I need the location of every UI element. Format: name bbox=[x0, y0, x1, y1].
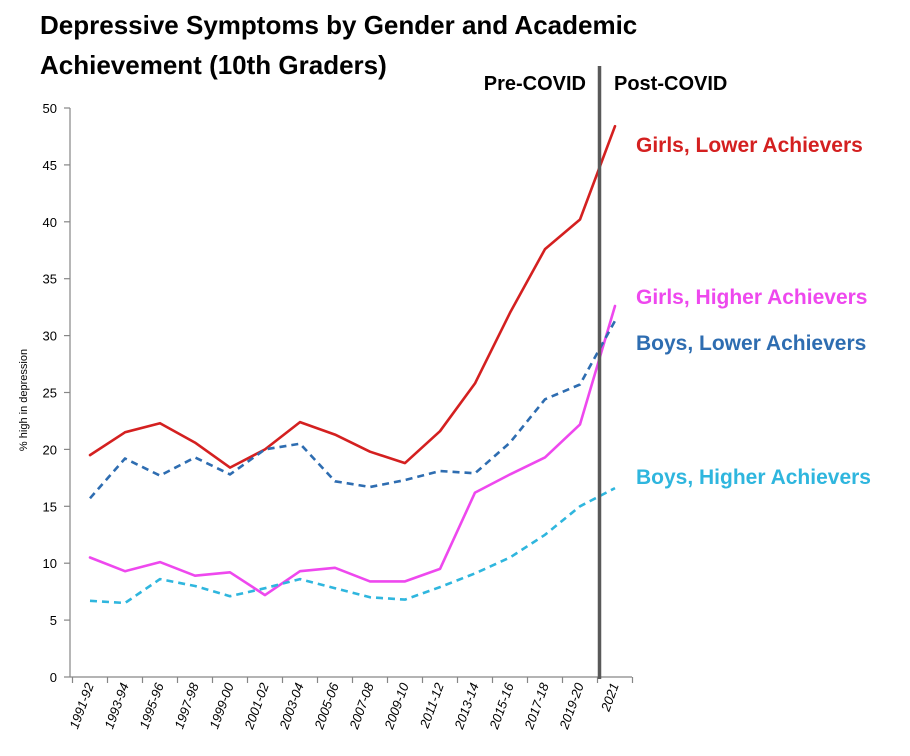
y-tick-label: 25 bbox=[43, 386, 57, 401]
x-axis-ticks: 1991-92 1993-94 1995-96 1997-98 1999-00 2001-… bbox=[66, 677, 634, 732]
y-tick-label: 15 bbox=[43, 499, 57, 514]
y-tick-label: 50 bbox=[43, 101, 57, 116]
series-label-girls-higher: Girls, Higher Achievers bbox=[636, 286, 867, 309]
x-tick-label: 2017-18 bbox=[521, 680, 552, 732]
x-tick-label: 2019-20 bbox=[556, 680, 587, 732]
y-tick-label: 10 bbox=[43, 556, 57, 571]
y-tick-label: 0 bbox=[50, 670, 57, 685]
x-tick-label: 2007-08 bbox=[346, 680, 377, 732]
y-tick-label: 40 bbox=[43, 215, 57, 230]
y-axis-label: % high in depression bbox=[18, 349, 30, 451]
series-line-1 bbox=[88, 304, 617, 597]
x-tick-label: 1995-96 bbox=[136, 680, 167, 731]
chart-title-line-2: Achievement (10th Graders) bbox=[40, 50, 387, 80]
chart-title-line-1: Depressive Symptoms by Gender and Academ… bbox=[40, 10, 637, 40]
x-tick-label: 2001-02 bbox=[241, 680, 272, 732]
x-tick-label: 2013-14 bbox=[451, 681, 482, 732]
x-tick-label: 1999-00 bbox=[206, 680, 237, 731]
x-tick-label: 2021 bbox=[597, 681, 621, 714]
x-tick-label: 2009-10 bbox=[381, 680, 412, 732]
x-tick-label: 2005-06 bbox=[311, 680, 342, 732]
pre-covid-label: Pre-COVID bbox=[484, 73, 586, 95]
y-tick-label: 30 bbox=[43, 329, 57, 344]
series-line-3 bbox=[89, 486, 616, 605]
x-tick-label: 2003-04 bbox=[276, 681, 307, 732]
y-axis-ticks: 0 5 10 15 20 25 30 35 40 45 50 bbox=[43, 101, 70, 685]
post-covid-label: Post-COVID bbox=[614, 73, 727, 95]
x-tick-label: 2015-16 bbox=[486, 680, 517, 732]
x-tick-label: 1993-94 bbox=[101, 681, 131, 731]
series-lines bbox=[88, 124, 617, 605]
series-line-0 bbox=[88, 124, 617, 469]
series-labels: Girls, Lower Achievers Girls, Higher Ach… bbox=[636, 134, 871, 489]
y-tick-label: 5 bbox=[50, 613, 57, 628]
x-tick-label: 2011-12 bbox=[416, 680, 447, 731]
x-tick-label: 1997-98 bbox=[171, 680, 202, 731]
series-label-girls-lower: Girls, Lower Achievers bbox=[636, 134, 863, 157]
axes bbox=[69, 108, 632, 678]
x-tick-label: 1991-92 bbox=[66, 680, 97, 731]
series-label-boys-higher: Boys, Higher Achievers bbox=[636, 466, 871, 489]
y-tick-label: 45 bbox=[43, 158, 57, 173]
y-tick-label: 35 bbox=[43, 272, 57, 287]
y-tick-label: 20 bbox=[43, 442, 57, 457]
series-line-2 bbox=[89, 320, 617, 500]
series-label-boys-lower: Boys, Lower Achievers bbox=[636, 332, 866, 355]
